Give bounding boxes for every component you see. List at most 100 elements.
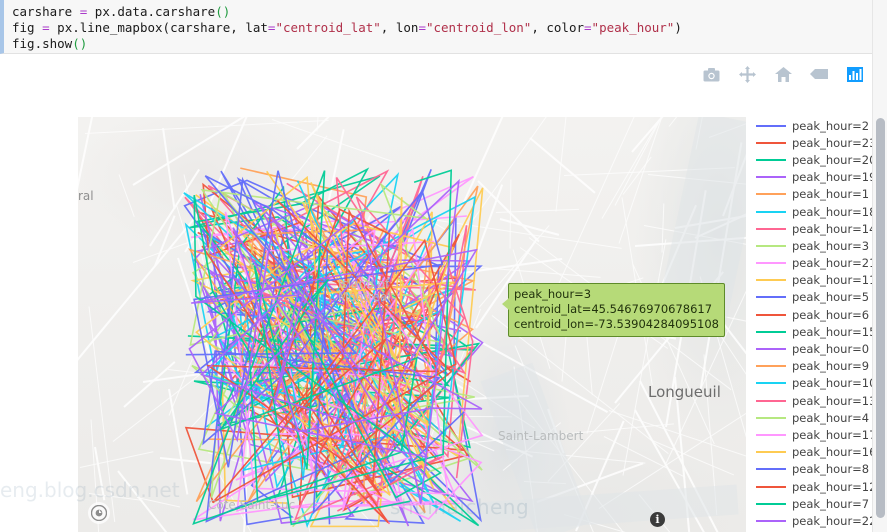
watermark-subtext: eng.blog.csdn.net <box>0 478 180 502</box>
legend-item[interactable]: peak_hour=20 <box>756 151 872 168</box>
legend-item[interactable]: peak_hour=15 <box>756 323 872 340</box>
legend-item[interactable]: peak_hour=9 <box>756 358 872 375</box>
line-traces-layer <box>78 117 746 532</box>
legend-item[interactable]: peak_hour=2 <box>756 117 872 134</box>
legend-item[interactable]: peak_hour=12 <box>756 478 872 495</box>
legend-item[interactable]: peak_hour=10 <box>756 375 872 392</box>
legend-item[interactable]: peak_hour=14 <box>756 220 872 237</box>
legend-item[interactable]: peak_hour=19 <box>756 169 872 186</box>
code-token: px.line_mapbox <box>57 20 163 35</box>
legend-label: peak_hour=7 <box>792 496 870 511</box>
legend-swatch <box>756 399 786 402</box>
legend-label: peak_hour=13 <box>792 393 872 408</box>
legend-item[interactable]: peak_hour=17 <box>756 426 872 443</box>
code-token: ( <box>162 20 171 35</box>
legend-item[interactable]: peak_hour=16 <box>756 444 872 461</box>
map-place-label: Longueuil <box>648 383 721 401</box>
code-token: "centroid_lat" <box>275 20 381 35</box>
code-line: fig.show() <box>12 36 872 52</box>
legend-item[interactable]: peak_hour=3 <box>756 237 872 254</box>
legend-item[interactable]: peak_hour=21 <box>756 255 872 272</box>
plotly-figure: ral Island of Montreal Longueuil Saint-Lambe… <box>0 55 872 532</box>
code-line: fig = px.line_mapbox(carshare, lat="cent… <box>12 20 872 36</box>
legend-item[interactable]: peak_hour=6 <box>756 306 872 323</box>
code-token: ) <box>674 20 682 35</box>
tooltip-line: centroid_lat=45.54676970678617 <box>514 302 713 316</box>
map-line-trace[interactable] <box>188 178 483 504</box>
download-plot-as-png-button[interactable] <box>702 65 720 83</box>
hover-tooltip: peak_hour=3 centroid_lat=45.546769706786… <box>502 283 725 337</box>
code-cell[interactable]: carshare = px.data.carshare() fig = px.l… <box>0 0 872 54</box>
tooltip-line: centroid_lon=-73.53904284095108 <box>514 317 719 331</box>
map-line-trace[interactable] <box>185 170 465 523</box>
plotly-logo-button[interactable] <box>846 65 864 83</box>
legend-swatch <box>756 244 786 247</box>
map-line-trace[interactable] <box>195 170 455 496</box>
code-token: = <box>418 20 426 35</box>
legend-label: peak_hour=2 <box>792 118 870 133</box>
tooltip-arrow <box>502 298 509 310</box>
code-token: "centroid_lon" <box>425 20 532 35</box>
map-line-trace[interactable] <box>192 169 453 526</box>
legend-swatch <box>756 451 786 454</box>
legend-label: peak_hour=20 <box>792 152 872 167</box>
code-token: , color <box>531 20 585 35</box>
toggle-hover-button[interactable] <box>810 65 828 83</box>
legend-item[interactable]: peak_hour=11 <box>756 272 872 289</box>
legend-item[interactable]: peak_hour=4 <box>756 409 872 426</box>
home-icon <box>774 66 792 82</box>
legend-swatch <box>756 416 786 419</box>
legend-swatch <box>756 330 786 333</box>
legend-label: peak_hour=12 <box>792 479 872 494</box>
page-scrollbar-thumb[interactable] <box>876 118 885 518</box>
legend-item[interactable]: peak_hour=0 <box>756 340 872 357</box>
map-line-trace[interactable] <box>201 199 457 524</box>
legend-swatch <box>756 365 786 368</box>
legend-label: peak_hour=10 <box>792 376 872 391</box>
legend-swatch <box>756 296 786 299</box>
map-line-trace[interactable] <box>236 176 474 521</box>
legend-label: peak_hour=1 <box>792 187 870 202</box>
code-token: = <box>267 20 276 35</box>
legend-label: peak_hour=18 <box>792 204 872 219</box>
plotly-logo-icon <box>847 66 863 82</box>
legend-label: peak_hour=16 <box>792 445 872 460</box>
map-attribution-info-icon[interactable]: i <box>650 512 665 527</box>
modebar <box>702 63 864 85</box>
legend-item[interactable]: peak_hour=22 <box>756 512 872 529</box>
map-place-label: Island of <box>338 277 390 291</box>
page-scrollbar-track[interactable] <box>872 0 887 532</box>
legend-label: peak_hour=14 <box>792 221 872 236</box>
legend-label: peak_hour=0 <box>792 342 870 357</box>
code-token: fig.show <box>12 36 73 51</box>
legend-item[interactable]: peak_hour=13 <box>756 392 872 409</box>
legend-item[interactable]: peak_hour=1 <box>756 186 872 203</box>
legend-label: peak_hour=15 <box>792 324 872 339</box>
legend-label: peak_hour=8 <box>792 462 870 477</box>
legend-swatch <box>756 124 786 127</box>
legend-swatch <box>756 262 786 265</box>
legend-item[interactable]: peak_hour=7 <box>756 495 872 512</box>
legend-swatch <box>756 210 786 213</box>
legend[interactable]: peak_hour=2 peak_hour=23 peak_hour=20 peak_… <box>756 117 872 532</box>
mapbox-map[interactable]: ral Island of Montreal Longueuil Saint-Lambe… <box>78 117 746 532</box>
legend-swatch <box>756 313 786 316</box>
pan-button[interactable] <box>738 65 756 83</box>
legend-item[interactable]: peak_hour=23 <box>756 134 872 151</box>
legend-label: peak_hour=6 <box>792 307 870 322</box>
legend-label: peak_hour=23 <box>792 135 872 150</box>
legend-item[interactable]: peak_hour=5 <box>756 289 872 306</box>
legend-swatch <box>756 176 786 179</box>
legend-swatch <box>756 227 786 230</box>
map-line-trace[interactable] <box>221 211 484 520</box>
legend-label: peak_hour=4 <box>792 410 870 425</box>
reset-view-button[interactable] <box>774 65 792 83</box>
mapbox-logo-button[interactable] <box>88 502 110 524</box>
legend-item[interactable]: peak_hour=18 <box>756 203 872 220</box>
code-line: carshare = px.data.carshare() <box>12 4 872 20</box>
legend-item[interactable]: peak_hour=8 <box>756 461 872 478</box>
tooltip-line: peak_hour=3 <box>514 287 592 301</box>
code-token: px.data.carshare <box>94 4 216 19</box>
legend-label: peak_hour=22 <box>792 513 872 528</box>
